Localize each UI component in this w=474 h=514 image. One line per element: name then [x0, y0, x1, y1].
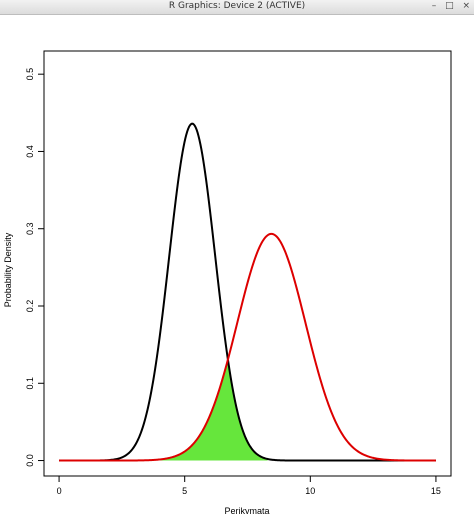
x-tick-label: 15 [431, 486, 441, 496]
x-axis: 0 5 10 15 [57, 475, 441, 496]
close-icon[interactable]: × [462, 1, 470, 11]
x-axis-title: Perikymata [224, 506, 269, 514]
y-tick-label: 0.0 [25, 454, 35, 467]
x-tick-label: 0 [57, 486, 62, 496]
window-controls: – □ × [426, 1, 470, 11]
x-tick-label: 10 [305, 486, 315, 496]
y-tick-label: 0.4 [25, 145, 35, 158]
minimize-icon[interactable]: – [431, 1, 437, 11]
overlap-area [159, 360, 268, 461]
y-tick-label: 0.1 [25, 377, 35, 390]
y-tick-label: 0.2 [25, 300, 35, 313]
y-axis-title: Probability Density [3, 232, 13, 307]
series-line-black [59, 122, 436, 462]
plot-box [43, 50, 452, 477]
x-tick-label: 5 [182, 486, 187, 496]
maximize-icon[interactable]: □ [445, 1, 454, 11]
y-axis: 0.0 0.1 0.2 0.3 0.4 0.5 [25, 68, 45, 467]
window-title: R Graphics: Device 2 (ACTIVE) [168, 1, 306, 11]
y-tick-label: 0.5 [25, 68, 35, 81]
series-group [59, 122, 436, 462]
y-tick-label: 0.3 [25, 222, 35, 235]
series-line-red [59, 232, 436, 462]
density-plot: 0 5 10 15 0.0 0.1 0.2 0.3 0.4 0.5 Perikymata Pro… [3, 50, 452, 514]
window-titlebar[interactable]: R Graphics: Device 2 (ACTIVE) – □ × [0, 0, 474, 15]
